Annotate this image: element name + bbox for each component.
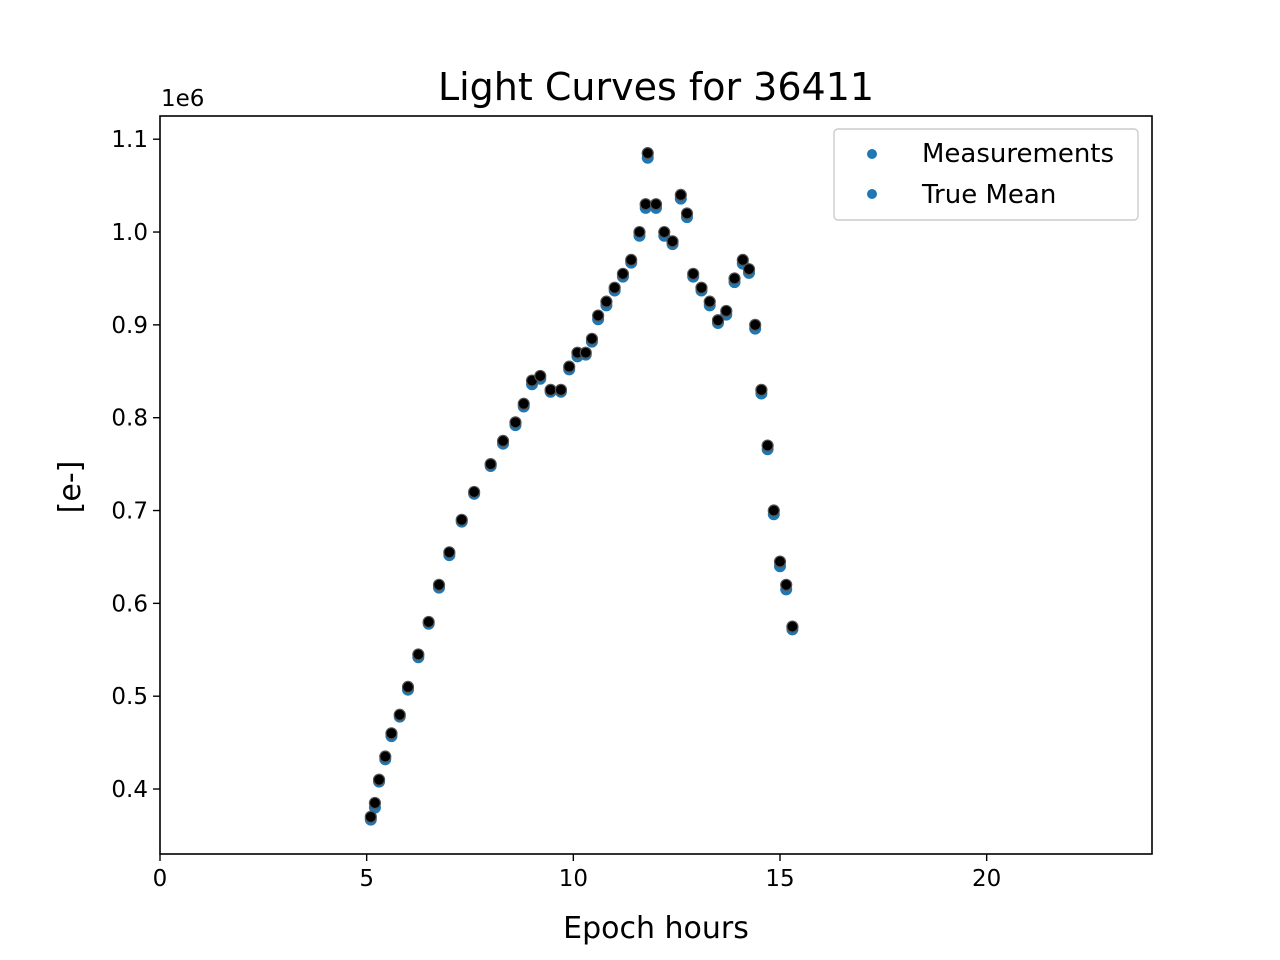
measurement-point (755, 383, 768, 396)
measurement-point (674, 188, 687, 202)
y-tick-label: 0.7 (111, 499, 148, 525)
measurement-point (780, 578, 793, 591)
x-axis-label: Epoch hours (563, 911, 749, 946)
y-axis: 0.4 0.5 0.6 0.7 0.8 0.9 1.0 1.1 (111, 127, 160, 803)
measurement-point (468, 485, 481, 499)
y-axis-label: [e-] (53, 461, 88, 514)
plot-marks (364, 147, 799, 826)
measurement-point (742, 263, 756, 276)
measurement-point (666, 235, 679, 248)
measurement-point (422, 615, 435, 629)
measurement-point (749, 318, 762, 331)
measurement-point (703, 295, 716, 308)
measurement-point (379, 750, 392, 763)
y-axis-offset-label: 1e6 (161, 86, 204, 112)
x-axis: 0 5 10 15 20 (153, 854, 1001, 892)
measurement-point (680, 207, 694, 220)
measurement-point (625, 253, 638, 266)
y-tick-label: 0.6 (111, 591, 148, 617)
measurement-point (443, 546, 456, 559)
measurement-point (736, 253, 749, 266)
measurement-point (368, 796, 382, 810)
measurement-point (509, 416, 522, 429)
x-tick-label: 10 (559, 866, 588, 892)
measurement-point (773, 555, 787, 568)
measurement-point (633, 225, 646, 239)
x-tick-label: 0 (153, 866, 168, 892)
measurement-point (639, 198, 652, 211)
measurement-point (592, 309, 605, 322)
x-tick-label: 5 (359, 866, 374, 892)
measurement-point (364, 810, 377, 823)
measurement-point (393, 708, 406, 721)
measurement-point (496, 434, 510, 448)
y-tick-label: 1.1 (111, 127, 148, 153)
measurement-point (484, 458, 497, 471)
measurement-point (649, 198, 663, 211)
measurement-point (695, 281, 708, 294)
y-tick-label: 0.9 (111, 313, 148, 339)
x-tick-label: 15 (765, 866, 794, 892)
measurement-point (455, 513, 468, 526)
measurement-point (687, 267, 700, 280)
measurement-point (579, 346, 592, 359)
measurement-point (534, 369, 547, 383)
measurement-point (554, 383, 568, 396)
measurement-point (616, 267, 630, 280)
legend-marker-measurements (867, 149, 877, 159)
y-tick-label: 0.4 (111, 777, 148, 803)
chart-title: Light Curves for 36411 (438, 65, 874, 109)
measurement-point (786, 620, 799, 633)
y-tick-label: 0.8 (111, 406, 148, 432)
measurement-point (412, 648, 425, 661)
measurement-point (517, 397, 530, 410)
measurement-point (585, 332, 599, 345)
legend-marker-true-mean (867, 189, 877, 199)
legend: Measurements True Mean (833, 128, 1139, 221)
measurement-point (728, 272, 741, 285)
measurement-point (641, 147, 654, 160)
legend-label-true-mean: True Mean (921, 180, 1056, 210)
measurement-point (711, 314, 725, 327)
legend-label-measurements: Measurements (922, 139, 1114, 169)
measurement-point (563, 360, 576, 373)
measurement-point (761, 439, 774, 452)
measurement-point (600, 295, 613, 308)
measurement-point (385, 727, 398, 740)
y-tick-label: 1.0 (111, 220, 148, 246)
measurement-point (372, 773, 386, 786)
measurement-point (767, 504, 780, 517)
measurement-point (720, 304, 733, 318)
x-tick-label: 20 (972, 866, 1001, 892)
measurement-point (658, 225, 671, 239)
y-tick-label: 0.5 (111, 684, 148, 710)
measurement-point (432, 578, 446, 591)
legend-frame (833, 128, 1139, 221)
plot-frame (159, 115, 1153, 855)
measurement-point (544, 383, 557, 396)
measurement-point (401, 680, 415, 694)
measurement-point (608, 281, 621, 294)
